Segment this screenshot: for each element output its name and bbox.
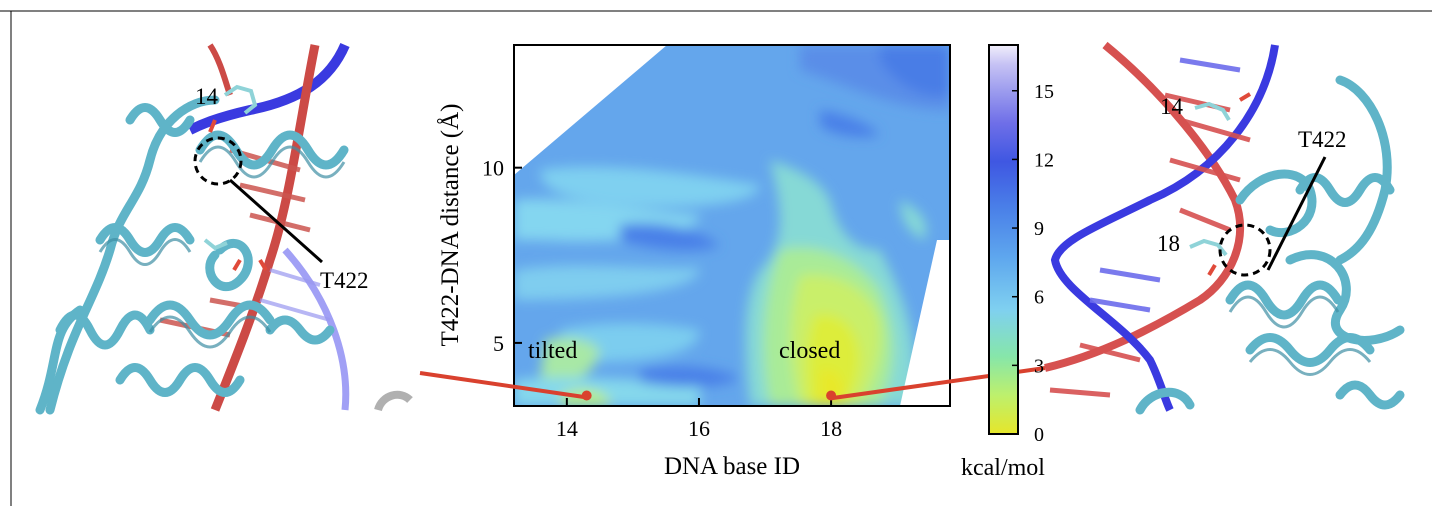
energy-map: 14 16 18 5 10 DNA base ID T422-DNA distance … (437, 44, 951, 480)
right-t422-label: T422 (1298, 127, 1347, 152)
colorbar-tick-label: 15 (1034, 81, 1054, 103)
highlighted-points (581, 390, 837, 401)
left-t422-circle (193, 136, 243, 186)
axis-ticks: 14 16 18 5 10 (482, 156, 842, 441)
tilted-point (581, 390, 592, 401)
plot-frame (513, 44, 951, 407)
tilted-connector (419, 371, 585, 399)
left-base-14-label: 14 (195, 84, 219, 109)
x-tick-label: 14 (556, 416, 578, 441)
x-tick-label: 16 (688, 416, 710, 441)
colorbar-tick-label: 6 (1034, 287, 1044, 309)
colorbar-tick-label: 3 (1034, 355, 1044, 377)
contour-field (514, 45, 950, 406)
x-tick-label: 18 (820, 416, 842, 441)
colorbar-tick-label: 12 (1034, 149, 1054, 171)
colorbar-tick-label: 0 (1034, 424, 1044, 446)
left-t422-label: T422 (320, 268, 369, 293)
colorbar-ticks: 0 3 6 9 12 15 (1012, 81, 1054, 446)
unsampled-region (514, 45, 667, 175)
colorbar: 0 3 6 9 12 15 kcal/mol (961, 44, 1054, 481)
closed-label: closed (779, 338, 840, 364)
right-structure-image: 14 18 T422 (1044, 41, 1405, 415)
right-dna-red-strand (1044, 41, 1245, 372)
colorbar-tick-label: 9 (1034, 218, 1044, 240)
right-base-18-label: 18 (1157, 231, 1180, 256)
y-tick-label: 5 (493, 331, 504, 356)
colorbar-unit-label: kcal/mol (961, 455, 1045, 481)
left-dna-blue-strand (187, 42, 350, 135)
y-tick-label: 10 (482, 156, 504, 181)
right-base-14-label: 14 (1160, 94, 1184, 119)
left-structure-image: 14 T422 (35, 42, 413, 415)
right-t422-pointer (1266, 156, 1327, 271)
left-dna-red-strand (210, 44, 320, 412)
tilted-label: tilted (528, 338, 577, 364)
right-t422-circle (1218, 223, 1272, 277)
closed-point (826, 390, 837, 401)
x-axis-label: DNA base ID (664, 453, 800, 480)
y-axis-label: T422-DNA distance (Å) (437, 104, 464, 347)
left-t422-pointer (229, 178, 323, 264)
colorbar-gradient (988, 44, 1019, 435)
right-dna-blue-strand (1050, 44, 1279, 412)
